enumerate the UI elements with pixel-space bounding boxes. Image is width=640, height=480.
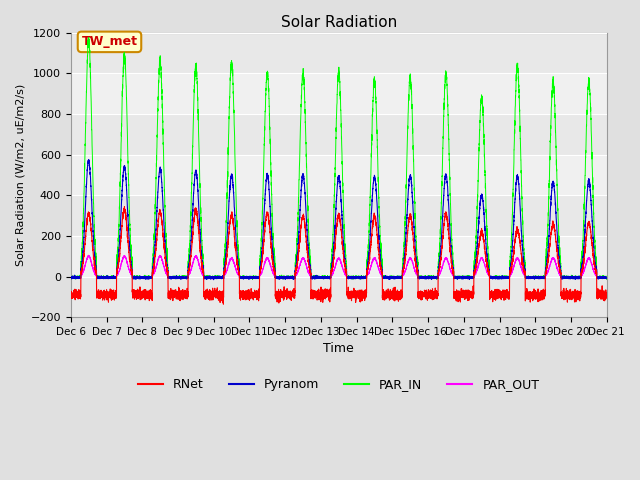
PAR_OUT [459, 275, 467, 281]
PAR_IN [580, 200, 588, 205]
PAR_OUT [474, 265, 481, 271]
RNet [603, 294, 611, 300]
PAR_OUT [580, 267, 588, 273]
Line: Pyranom: Pyranom [71, 160, 607, 280]
PAR_OUT [67, 274, 75, 280]
Bar [71, 195, 607, 236]
PAR_IN [249, 276, 257, 282]
PAR_OUT [321, 275, 328, 280]
Text: TW_met: TW_met [81, 36, 138, 48]
RNet [220, 301, 227, 307]
RNet [474, 251, 481, 256]
Line: PAR_IN: PAR_IN [71, 37, 607, 279]
Pyranom [574, 274, 582, 280]
PAR_OUT [574, 276, 582, 281]
Y-axis label: Solar Radiation (W/m2, uE/m2/s): Solar Radiation (W/m2, uE/m2/s) [15, 84, 25, 266]
Bar [71, 114, 607, 155]
PAR_IN [249, 275, 257, 280]
PAR_OUT [209, 276, 216, 282]
PAR_IN [85, 35, 93, 40]
Pyranom [603, 275, 611, 281]
X-axis label: Time: Time [323, 342, 354, 356]
Pyranom [459, 275, 467, 281]
Pyranom [580, 238, 588, 243]
PAR_IN [474, 190, 481, 196]
Pyranom [67, 275, 75, 280]
Legend: RNet, Pyranom, PAR_IN, PAR_OUT: RNet, Pyranom, PAR_IN, PAR_OUT [133, 373, 545, 396]
RNet [459, 290, 467, 296]
PAR_IN [574, 274, 582, 280]
RNet [249, 291, 257, 297]
PAR_IN [67, 274, 75, 280]
PAR_IN [321, 273, 328, 279]
PAR_IN [603, 274, 611, 279]
Line: PAR_OUT: PAR_OUT [71, 255, 607, 279]
RNet [120, 204, 128, 210]
Bar [71, 276, 607, 317]
Pyranom [474, 236, 481, 241]
Bar [71, 33, 607, 73]
PAR_IN [459, 274, 467, 280]
Pyranom [210, 277, 218, 283]
Title: Solar Radiation: Solar Radiation [280, 15, 397, 30]
Pyranom [249, 275, 257, 281]
RNet [67, 291, 75, 297]
Line: RNet: RNet [71, 207, 607, 304]
PAR_OUT [249, 274, 257, 280]
RNet [580, 254, 588, 260]
RNet [574, 291, 582, 297]
RNet [321, 293, 328, 299]
PAR_OUT [85, 252, 93, 258]
PAR_OUT [603, 275, 611, 280]
Pyranom [85, 157, 93, 163]
Pyranom [321, 276, 328, 281]
